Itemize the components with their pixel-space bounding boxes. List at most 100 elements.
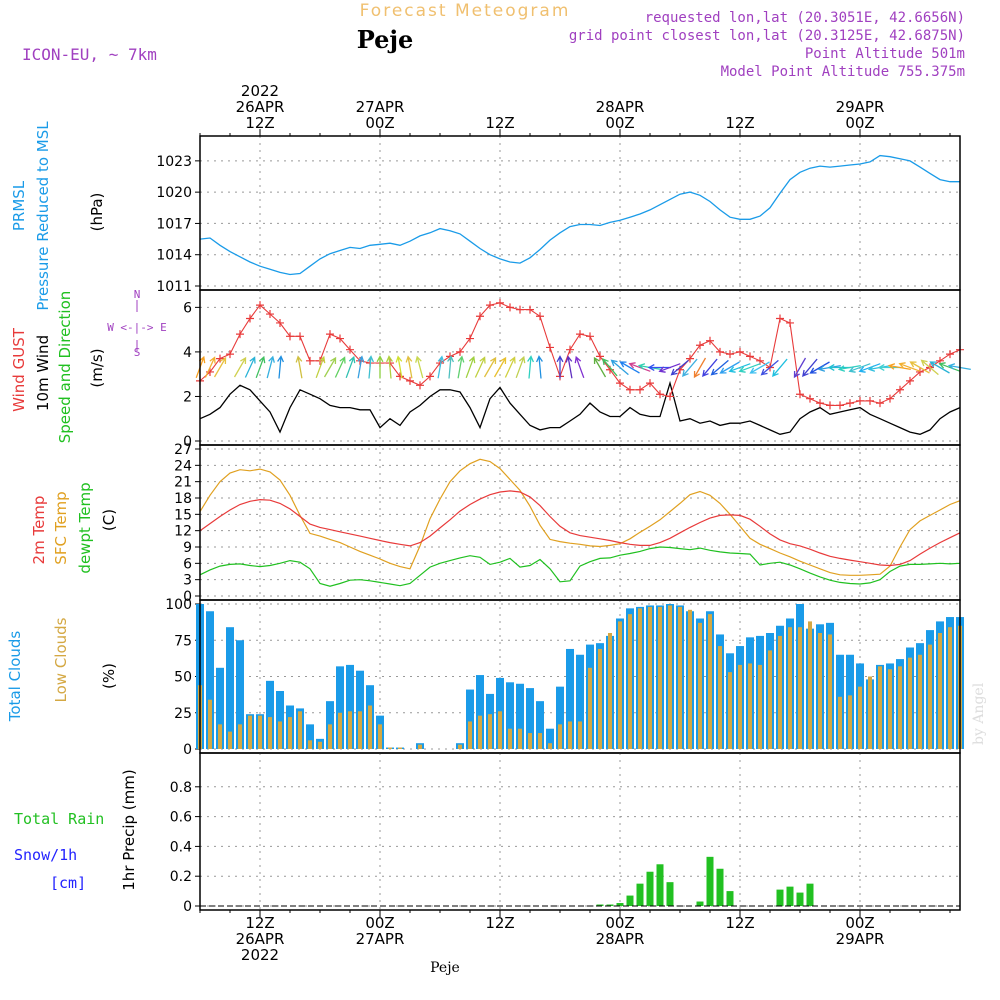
low-cloud-bar bbox=[738, 664, 742, 749]
gust-marker bbox=[466, 334, 474, 343]
temp2m-label: 2m Temp bbox=[30, 496, 48, 565]
y-tick-label: 9 bbox=[183, 540, 192, 556]
wind-unit: (m/s) bbox=[88, 348, 106, 387]
y-tick-label: 1020 bbox=[156, 185, 192, 201]
gust-marker bbox=[326, 330, 334, 339]
y-tick-label: 4 bbox=[183, 345, 192, 361]
low-cloud-bar bbox=[798, 627, 802, 749]
wind-arrow bbox=[465, 355, 476, 379]
wind-arrow bbox=[802, 358, 818, 377]
wind-arrow bbox=[658, 363, 681, 373]
wind-arrow bbox=[504, 356, 516, 378]
point-altitude: Point Altitude 501m bbox=[805, 46, 965, 62]
gust-marker bbox=[426, 372, 434, 381]
rain-bar bbox=[696, 901, 704, 906]
total-cloud-bar bbox=[466, 689, 474, 749]
y-tick-label: 50 bbox=[174, 670, 192, 686]
low-cloud-bar bbox=[458, 744, 462, 749]
panel-labels: PRMSL Pressure Reduced to MSL (hPa) Wind GU… bbox=[6, 121, 167, 892]
bottom-time-label: 27APR bbox=[356, 930, 405, 948]
rain-bar bbox=[786, 886, 794, 906]
wind-dir-label: Speed and Direction bbox=[56, 291, 74, 444]
low-cloud-bar bbox=[268, 717, 272, 749]
rain-bar bbox=[626, 895, 634, 906]
wind-arrow bbox=[493, 356, 507, 378]
wind-arrow bbox=[719, 361, 740, 374]
wind-arrow bbox=[628, 362, 651, 372]
rain-bar bbox=[666, 882, 674, 906]
wind-arrow bbox=[323, 356, 337, 378]
low-cloud-bar bbox=[278, 721, 282, 749]
rain-label: Total Rain bbox=[14, 810, 104, 828]
top-time-label: 12Z bbox=[485, 114, 514, 132]
wind-arrow bbox=[593, 356, 607, 378]
rain-bar bbox=[776, 889, 784, 906]
wind-arrow bbox=[837, 364, 861, 372]
gust-marker bbox=[346, 345, 354, 354]
wind-arrow bbox=[315, 355, 326, 379]
compass-west-east: W <-|-> E bbox=[107, 321, 167, 334]
low-cloud-bar bbox=[488, 714, 492, 749]
wind-arrow bbox=[619, 361, 640, 374]
y-tick-label: 0.4 bbox=[170, 839, 192, 855]
wind-arrow bbox=[483, 356, 497, 378]
rain-bar bbox=[656, 864, 664, 906]
low-cloud-bar bbox=[648, 606, 652, 749]
wind-arrow bbox=[213, 356, 227, 378]
wind-arrow bbox=[602, 358, 618, 377]
low-cloud-bar bbox=[358, 711, 362, 749]
gust-marker bbox=[736, 347, 744, 356]
gust-marker bbox=[666, 392, 674, 401]
low-cloud-bar bbox=[728, 672, 732, 749]
low-cloud-bar bbox=[668, 605, 672, 749]
wind-arrow bbox=[334, 356, 346, 378]
wind-arrow bbox=[357, 355, 365, 379]
sfc-temp-label: SFC Temp bbox=[52, 491, 70, 564]
low-cloud-bar bbox=[828, 634, 832, 749]
low-cloud-bar bbox=[558, 724, 562, 749]
gust-marker bbox=[336, 334, 344, 343]
total-cloud-bar bbox=[346, 664, 354, 749]
wind-arrow bbox=[887, 363, 911, 371]
low-cloud-bar bbox=[628, 614, 632, 749]
temp2m-line bbox=[199, 490, 961, 567]
location-title: Peje bbox=[357, 25, 414, 54]
wind-arrow bbox=[233, 356, 247, 378]
wind-arrow bbox=[405, 355, 413, 379]
bottom-time-label: 2022 bbox=[241, 946, 279, 964]
low-cloud-bar bbox=[918, 654, 922, 749]
wind-arrow bbox=[898, 362, 921, 372]
model-label: ICON-EU, ~ 7km bbox=[22, 45, 157, 64]
low-cloud-bar bbox=[298, 711, 302, 749]
wind-arrow bbox=[367, 355, 374, 379]
wind-arrow bbox=[515, 355, 526, 379]
y-tick-label: 1011 bbox=[156, 279, 192, 295]
low-cloud-bar bbox=[318, 741, 322, 749]
wind-arrow bbox=[728, 363, 751, 373]
wind-arrow bbox=[610, 359, 629, 376]
low-cloud-bar bbox=[378, 724, 382, 749]
low-cloud-bar bbox=[308, 740, 312, 749]
wind-arrow bbox=[244, 356, 256, 378]
low-cloud-bar bbox=[288, 717, 292, 749]
low-cloud-bar bbox=[368, 705, 372, 749]
meteogram-title: Forecast Meteogram bbox=[360, 1, 571, 21]
low-cloud-bar bbox=[498, 711, 502, 749]
rain-bar bbox=[726, 891, 734, 906]
y-tick-label: 12 bbox=[174, 524, 192, 540]
pressure-panel: 1011 1014 1017 1020 1023 bbox=[156, 135, 961, 295]
gust-marker bbox=[656, 390, 664, 399]
y-tick-label: 1014 bbox=[156, 248, 192, 264]
y-tick-label: 18 bbox=[174, 491, 192, 507]
wind-arrow bbox=[266, 355, 275, 379]
watermark: by Angel bbox=[971, 682, 987, 745]
rain-bar bbox=[596, 904, 604, 906]
gust-marker bbox=[546, 343, 554, 352]
y-tick-label: 0.2 bbox=[170, 869, 192, 885]
low-cloud-bar bbox=[398, 747, 402, 749]
gust-marker bbox=[866, 396, 874, 405]
low-cloud-bar bbox=[788, 627, 792, 749]
wind-arrow bbox=[474, 356, 486, 378]
total-cloud-bar bbox=[356, 670, 364, 749]
precip-unit: 1hr Precip (mm) bbox=[120, 769, 138, 890]
